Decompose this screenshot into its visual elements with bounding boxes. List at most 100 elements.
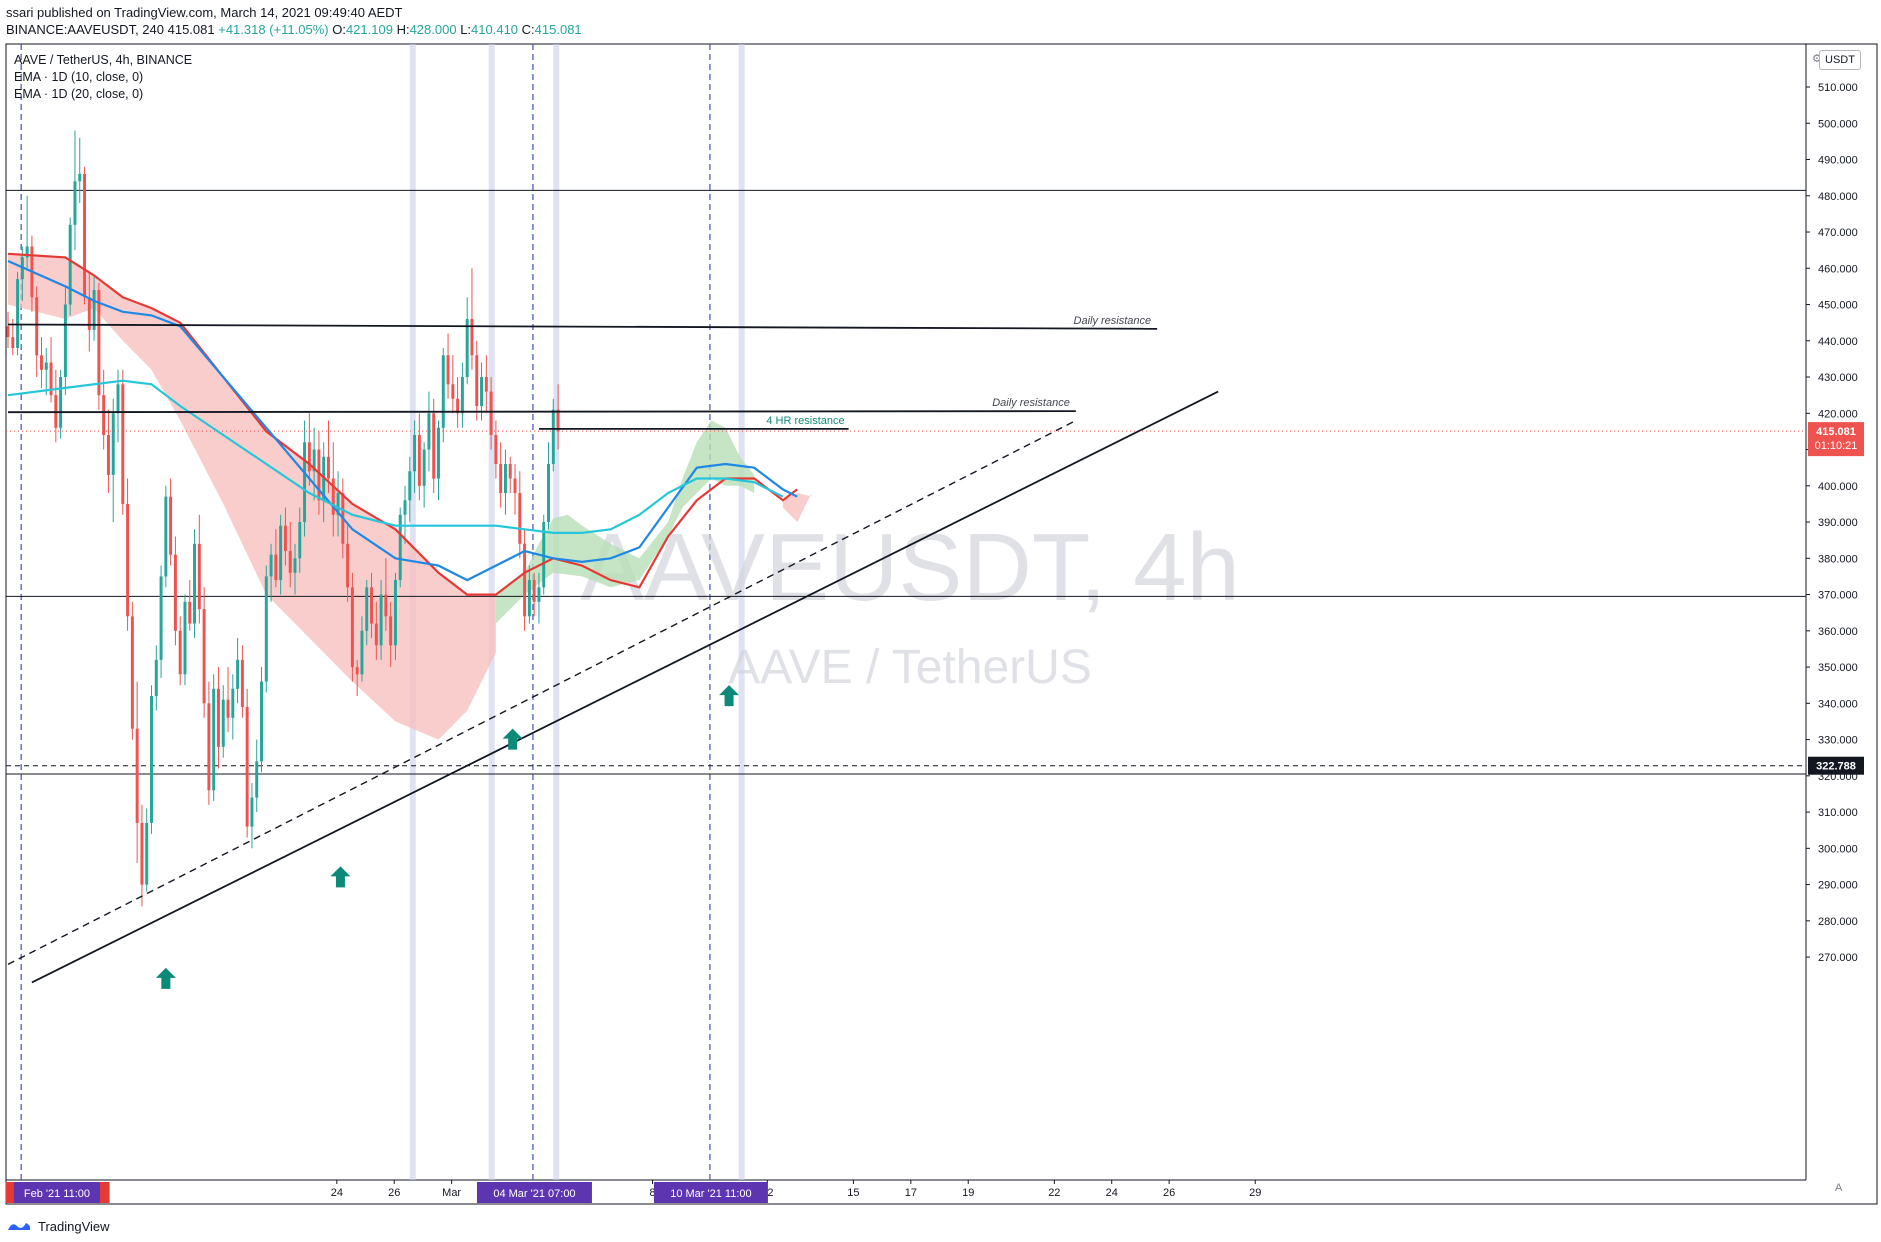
candle-body	[547, 464, 550, 523]
candle-body	[408, 471, 412, 501]
y-tick-label: 500.000	[1818, 118, 1858, 130]
candle-body	[532, 580, 536, 602]
candle-body	[336, 493, 340, 515]
candle-body	[6, 326, 10, 338]
candle-110	[532, 572, 536, 617]
candle-35	[173, 536, 177, 646]
candle-96	[465, 297, 469, 385]
green-cloud	[495, 420, 755, 624]
y-tick-label: 340.000	[1818, 698, 1858, 710]
x-highlight-box	[653, 1182, 768, 1203]
candle-body	[59, 377, 63, 428]
candle-112	[542, 514, 546, 595]
candle-51	[250, 783, 254, 849]
currency-button[interactable]: USDT	[1819, 50, 1861, 70]
candle-body	[293, 558, 297, 573]
candle-body	[121, 384, 125, 504]
candle-103	[499, 442, 503, 508]
candle-body	[403, 500, 407, 515]
x-highlight-3: 10 Mar '21 11:00	[653, 1182, 768, 1203]
gear-icon[interactable]: ⚙	[1812, 53, 1822, 65]
y-tick-label: 300.000	[1818, 843, 1858, 855]
candle-body	[389, 616, 393, 646]
candle-body	[523, 543, 527, 617]
candle-body	[441, 355, 445, 428]
candle-73	[355, 659, 359, 697]
candle-body	[16, 279, 20, 349]
candle-body	[87, 297, 91, 330]
candle-body	[260, 681, 263, 762]
x-tick-label: 26	[388, 1187, 400, 1199]
candle-109	[527, 565, 531, 624]
candle-body	[164, 496, 168, 577]
price-axis: 270.000280.000290.000300.000310.000320.0…	[1806, 82, 1858, 964]
footer: TradingView	[6, 1214, 110, 1238]
candle-body	[312, 449, 316, 472]
candle-94	[456, 377, 460, 428]
candle-21	[106, 409, 110, 494]
candle-106	[513, 464, 517, 515]
high-label: H:	[396, 22, 410, 37]
candle-body	[39, 355, 43, 370]
legend-title: AAVE / TetherUS, 4h, BINANCE	[14, 53, 193, 67]
candle-body	[83, 174, 87, 298]
candle-81	[393, 572, 397, 660]
resistance-label-0: Daily resistance	[1074, 315, 1152, 327]
candle-12	[63, 286, 67, 396]
candle-body	[231, 688, 235, 718]
footer-brand: TradingView	[38, 1218, 110, 1234]
candle-body	[451, 384, 455, 399]
candle-4	[25, 195, 29, 269]
candle-102	[494, 420, 498, 479]
candle-61	[298, 507, 302, 573]
candle-108	[523, 529, 527, 631]
candle-body	[78, 174, 82, 182]
candle-7	[39, 337, 43, 388]
resistance-line-1	[7, 410, 1076, 414]
last-price-label: 415.081	[1816, 426, 1856, 438]
x-tick-label: 17	[905, 1187, 917, 1199]
x-highlight-1: Feb '21 11:00	[13, 1182, 100, 1203]
chart-legend: AAVE / TetherUS, 4h, BINANCE EMA · 1D (1…	[14, 52, 192, 103]
candle-body	[527, 580, 531, 617]
candle-body	[63, 304, 67, 378]
candle-52	[255, 739, 259, 813]
candle-body	[35, 297, 39, 356]
candle-body	[97, 290, 101, 396]
candle-body	[159, 576, 163, 660]
candle-body	[398, 514, 402, 581]
marked-price-tag: 322.788	[1808, 756, 1864, 775]
candle-62	[303, 420, 307, 537]
candle-26	[130, 601, 134, 740]
auto-scale-button[interactable]: A	[1835, 1182, 1843, 1194]
candle-body	[169, 496, 173, 555]
resistance-label-1: Daily resistance	[992, 397, 1070, 409]
y-tick-label: 390.000	[1818, 517, 1858, 529]
candle-body	[154, 659, 158, 697]
candle-85	[413, 420, 417, 494]
candle-body	[150, 696, 153, 823]
candle-20	[102, 369, 106, 450]
candle-48	[236, 638, 240, 704]
candle-74	[360, 616, 364, 682]
session-band-3	[738, 44, 745, 1180]
candle-body	[346, 543, 350, 588]
candle-body	[465, 319, 469, 378]
candle-body	[480, 377, 484, 407]
candle-body	[288, 551, 292, 573]
candle-body	[542, 522, 546, 588]
x-highlight-label: 04 Mar '21 07:00	[493, 1188, 575, 1200]
y-tick-label: 380.000	[1818, 553, 1858, 565]
candle-body	[475, 355, 479, 407]
candle-body	[269, 554, 273, 577]
y-tick-label: 430.000	[1818, 372, 1858, 384]
candle-30	[150, 685, 153, 834]
candle-14	[73, 130, 77, 251]
ema-line-ema_cyan	[7, 379, 784, 534]
candle-0	[6, 311, 10, 349]
candle-113	[547, 442, 550, 530]
candle-90	[437, 420, 440, 501]
candle-body	[317, 449, 321, 501]
candle-body	[145, 822, 149, 885]
